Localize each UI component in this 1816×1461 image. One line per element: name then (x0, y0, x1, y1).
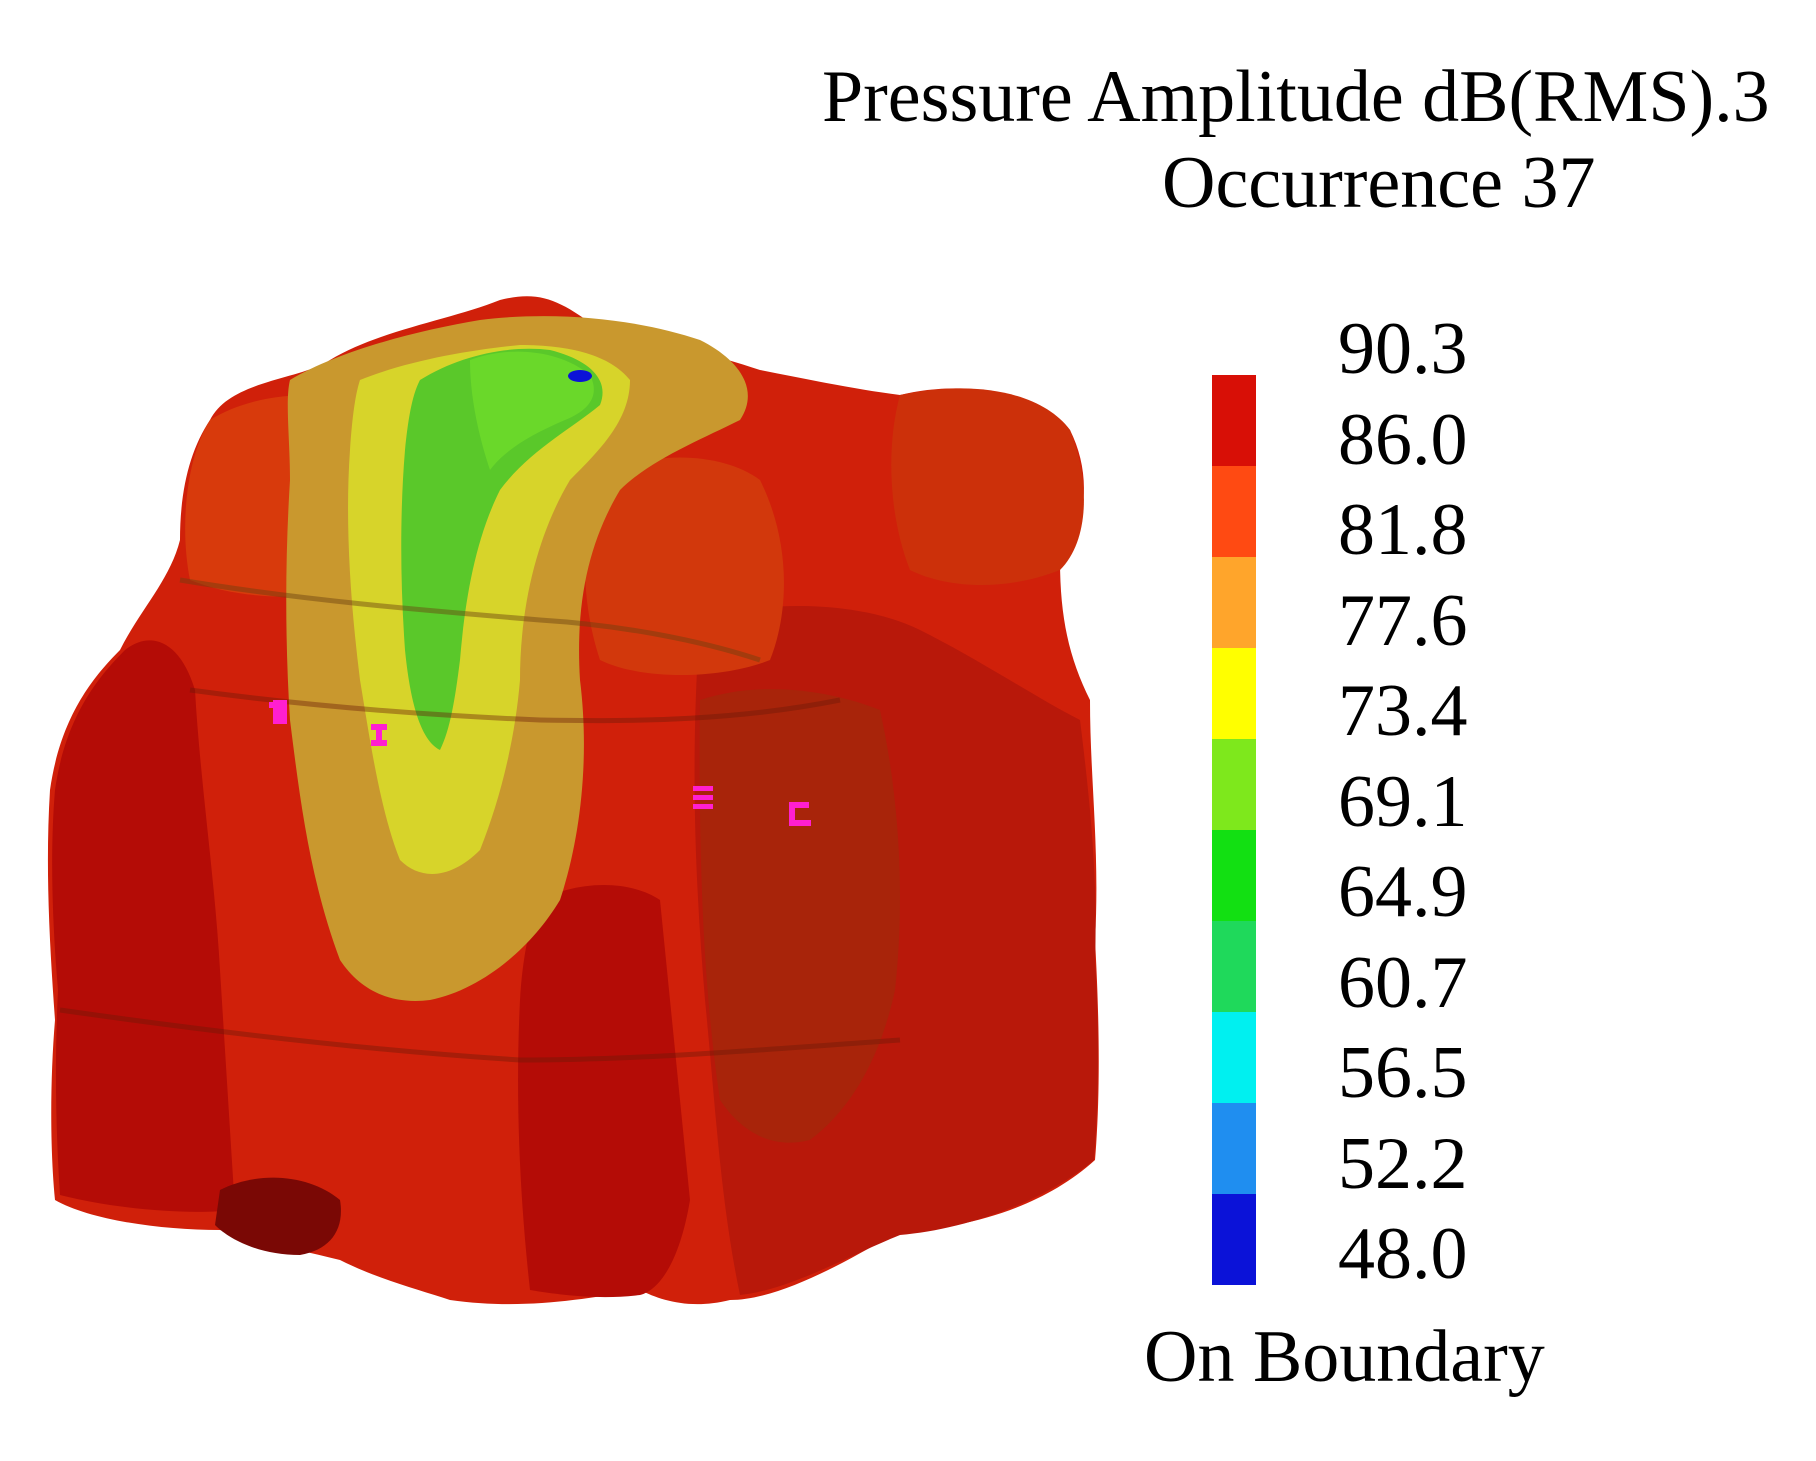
colorbar-band (1212, 830, 1256, 922)
lower-center-block (518, 885, 690, 1298)
colorbar-tick-label: 73.4 (1338, 670, 1468, 752)
green-core (470, 351, 594, 470)
left-side-face (52, 640, 236, 1212)
blue-spot (568, 370, 592, 382)
colorbar-band (1212, 1194, 1256, 1285)
colorbar-band (1212, 1012, 1256, 1104)
colorbar-band (1212, 466, 1256, 558)
colorbar (1212, 375, 1256, 1285)
seam-line-upper (179, 577, 761, 663)
colorbar-tick-label: 77.6 (1338, 579, 1468, 662)
top-right-lobe (585, 457, 784, 675)
colorbar-tick-label: 48.0 (1338, 1213, 1468, 1295)
colorbar-band (1212, 921, 1256, 1013)
colorbar-band (1212, 1103, 1256, 1195)
colorbar-tick-label: 52.2 (1338, 1122, 1468, 1205)
colorbar-band (1212, 648, 1256, 740)
colorbar-tick-label: 86.0 (1338, 398, 1468, 481)
colorbar-band (1212, 739, 1256, 831)
plot-subtitle: Occurrence 37 (1162, 142, 1596, 224)
colorbar-tick-label: 64.9 (1338, 851, 1468, 933)
colorbar-tick-label: 56.5 (1338, 1032, 1468, 1114)
colorbar-tick-label: 90.3 (1338, 308, 1468, 390)
top-far-right-lobe (891, 388, 1084, 585)
colorbar-tick-label: 81.8 (1338, 489, 1468, 571)
colorbar-tick-label: 69.1 (1338, 760, 1468, 843)
sensor-marker-3 (693, 786, 713, 809)
right-panel (699, 689, 900, 1143)
sensor-marker-4 (789, 802, 811, 826)
seam-line-lower (59, 1007, 901, 1063)
plot-title: Pressure Amplitude dB(RMS).3 (822, 56, 1770, 138)
sensor-marker-2 (371, 724, 387, 746)
boundary-label: On Boundary (1144, 1316, 1545, 1398)
colorbar-tick-label: 60.7 (1338, 941, 1468, 1024)
sensor-marker-1 (269, 700, 287, 724)
green-contour (401, 348, 603, 750)
colorbar-band (1212, 375, 1256, 467)
seam-line-mid (189, 687, 841, 724)
colorbar-band (1212, 557, 1256, 649)
bottom-shadow (215, 1177, 341, 1255)
